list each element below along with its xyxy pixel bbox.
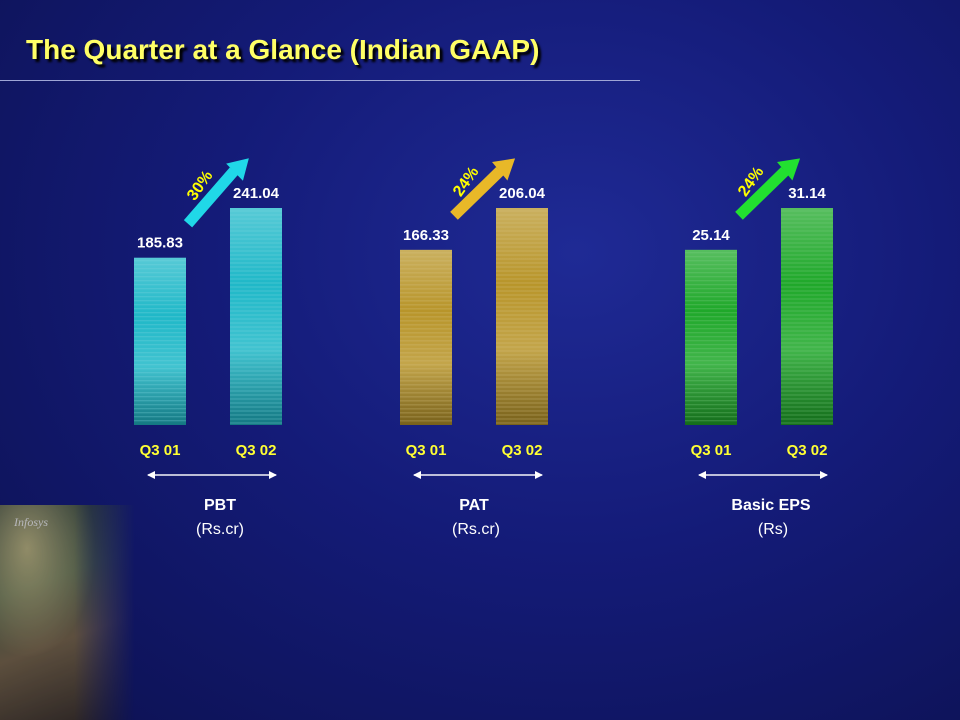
- growth-arrow-head: [777, 158, 801, 181]
- metric-name: PBT: [204, 497, 236, 514]
- metric-name: Basic EPS: [731, 497, 810, 514]
- bar-value-label: 241.04: [233, 185, 280, 202]
- category-label: Q3 02: [787, 442, 828, 459]
- bar-value-label: 206.04: [499, 185, 546, 202]
- metric-unit: (Rs): [758, 521, 788, 538]
- bar-value-label: 25.14: [692, 227, 730, 244]
- metric-unit: (Rs.cr): [196, 521, 244, 538]
- photo-logo-text: Infosys: [14, 515, 48, 529]
- metric-unit: (Rs.cr): [452, 521, 500, 538]
- bar-pat-2: [496, 208, 548, 425]
- office-photo: Infosys: [0, 505, 135, 720]
- category-label: Q3 01: [691, 442, 732, 459]
- growth-arrow: [183, 167, 239, 228]
- bar-basic-eps-1: [685, 249, 737, 425]
- bar-basic-eps-2: [781, 208, 833, 425]
- metric-name: PAT: [459, 497, 489, 514]
- category-label: Q3 01: [140, 442, 181, 459]
- bar-value-label: 185.83: [137, 235, 183, 252]
- category-label: Q3 01: [406, 442, 447, 459]
- category-label: Q3 02: [502, 442, 543, 459]
- bar-pat-1: [400, 249, 452, 425]
- category-label: Q3 02: [236, 442, 277, 459]
- bar-value-label: 31.14: [788, 185, 826, 202]
- growth-arrow: [735, 167, 789, 220]
- growth-arrow-head: [492, 158, 516, 181]
- growth-arrow: [450, 167, 504, 220]
- bar-pbt-1: [134, 257, 186, 425]
- growth-arrow-head: [226, 158, 249, 181]
- title-divider: [0, 80, 640, 81]
- slide-title: The Quarter at a Glance (Indian GAAP): [26, 34, 540, 65]
- bar-pbt-2: [230, 208, 282, 425]
- bar-value-label: 166.33: [403, 227, 449, 244]
